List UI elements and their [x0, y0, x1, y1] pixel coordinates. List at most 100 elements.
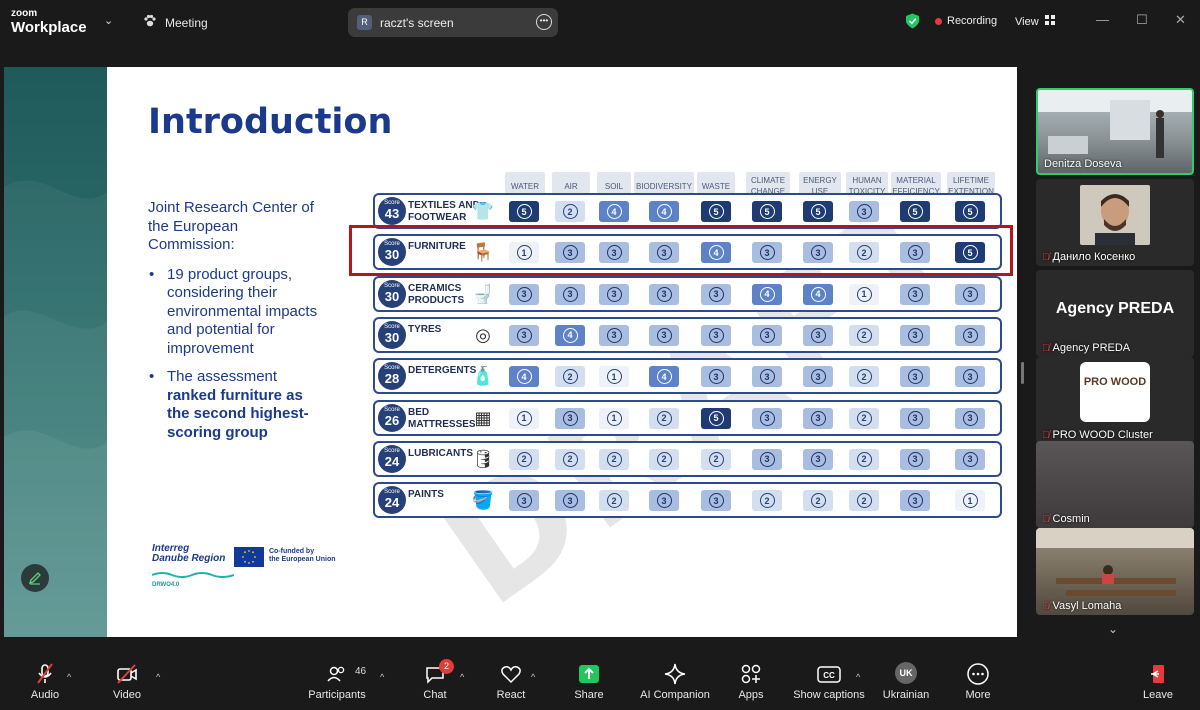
impact-score-cell: 3: [803, 242, 833, 264]
impact-score-cell: 3: [649, 242, 679, 264]
annotate-pen-button[interactable]: [21, 564, 49, 592]
chat-button[interactable]: 2 Chat: [420, 659, 454, 701]
audio-options-chevron[interactable]: ^: [67, 672, 72, 682]
impact-score-value: 3: [562, 493, 578, 509]
mic-muted-icon: 🎙̸: [1042, 251, 1050, 263]
drwo-logo: DRWO4.0: [152, 582, 180, 588]
more-options-icon[interactable]: •••: [536, 14, 552, 30]
impact-score-value: 4: [810, 286, 826, 302]
impact-score-value: 3: [907, 369, 923, 385]
impact-score-cell: 4: [599, 201, 629, 222]
screen-share-indicator[interactable]: R raczt's screen •••: [348, 8, 558, 37]
impact-score-value: 3: [606, 327, 622, 343]
impact-score-cell: 3: [803, 448, 833, 470]
cofunded-text: Co-funded by the European Union: [269, 548, 336, 563]
impact-score-cell: 4: [701, 242, 731, 264]
impact-score-value: 5: [759, 204, 775, 219]
impact-score-cell: 4: [752, 283, 782, 305]
impact-score-value: 3: [759, 245, 775, 261]
chat-unread-badge: 2: [439, 659, 454, 674]
impact-score-cell: 3: [509, 490, 539, 512]
language-button[interactable]: UK Ukrainian: [880, 662, 932, 701]
shield-icon[interactable]: [905, 13, 920, 34]
impact-score-cell: 3: [555, 490, 585, 512]
participant-tile[interactable]: Denitza Doseva: [1036, 88, 1194, 175]
record-dot-icon: [935, 17, 942, 25]
slide-decor-band: [4, 67, 107, 637]
impact-score-cell: 2: [509, 448, 539, 470]
captions-options-chevron[interactable]: ^: [856, 672, 861, 682]
participant-tile[interactable]: 🎙̸ Данило Косенко: [1036, 179, 1194, 266]
impact-score-cell: 3: [752, 324, 782, 346]
impact-score-cell: 5: [955, 201, 985, 222]
ai-companion-button[interactable]: AI Companion: [639, 662, 711, 701]
participant-tile[interactable]: Agency PREDA 🎙̸ Agency PREDA: [1036, 270, 1194, 357]
impact-score-value: 3: [962, 327, 978, 343]
product-name: LUBRICANTS: [408, 447, 473, 459]
impact-score-value: 4: [708, 245, 724, 261]
maximize-icon[interactable]: ☐: [1136, 12, 1148, 27]
view-button[interactable]: View: [1015, 15, 1055, 28]
impact-score-cell: 3: [555, 283, 585, 305]
impact-score-value: 3: [656, 327, 672, 343]
participants-options-chevron[interactable]: ^: [380, 672, 385, 682]
leave-button[interactable]: Leave: [1141, 662, 1175, 701]
chat-options-chevron[interactable]: ^: [460, 672, 465, 682]
apps-button[interactable]: Apps: [737, 662, 765, 701]
partner-logos: Interreg Danube Region Co-funded by the …: [152, 543, 336, 588]
audio-button[interactable]: Audio: [28, 662, 62, 701]
impact-score-value: 2: [562, 451, 578, 467]
grid-view-icon: [1044, 15, 1055, 28]
chevron-down-icon[interactable]: ⌄: [104, 15, 114, 27]
score-badge: Score 30: [378, 279, 406, 308]
participants-button[interactable]: 46 Participants: [307, 662, 367, 701]
impact-score-value: 3: [810, 369, 826, 385]
bullet-assessment: The assessment ranked furniture as the s…: [148, 368, 318, 442]
prowood-logo: PRO WOOD: [1080, 362, 1150, 422]
impact-score-cell: 3: [955, 366, 985, 388]
more-icon: [962, 662, 994, 686]
interreg-logo: Interreg Danube Region: [152, 543, 226, 564]
product-row: Score 24 PAINTS 🪣 3 3 2 3 3 2 2 2 3 1: [373, 482, 1002, 519]
meeting-controls-bar: Audio ^ Video ^ 46 Participants ^ 2 Chat…: [0, 654, 1200, 710]
impact-score-cell: 3: [701, 283, 731, 305]
score-badge: Score 30: [378, 238, 406, 267]
score-badge: Score 26: [378, 403, 406, 432]
impact-score-cell: 5: [509, 201, 539, 222]
more-button[interactable]: More: [962, 662, 994, 701]
recording-indicator[interactable]: Recording: [935, 15, 997, 27]
impact-score-cell: 2: [555, 201, 585, 222]
impact-score-cell: 2: [555, 448, 585, 470]
impact-score-value: 3: [606, 245, 622, 261]
meeting-info-button[interactable]: Meeting: [143, 14, 208, 31]
impact-score-cell: 3: [555, 407, 585, 429]
bullet-product-groups: 19 product groups, considering their env…: [148, 266, 318, 359]
participant-tile[interactable]: 🎙̸ Cosmin: [1036, 441, 1194, 528]
impact-score-cell: 4: [649, 366, 679, 388]
close-icon[interactable]: ✕: [1175, 12, 1186, 27]
chevron-down-icon[interactable]: ⌄: [1108, 622, 1119, 636]
participants-icon: 46: [325, 662, 366, 686]
impact-score-value: 3: [962, 286, 978, 302]
participant-tile[interactable]: PRO WOOD 🎙̸ PRO WOOD Cluster: [1036, 357, 1194, 444]
impact-score-value: 3: [562, 410, 578, 426]
video-button[interactable]: Video: [110, 662, 144, 701]
participant-tile[interactable]: 🎙̸ Vasyl Lomaha: [1036, 528, 1194, 615]
mic-muted-icon: 🎙̸: [1042, 513, 1050, 525]
impact-score-cell: 1: [849, 283, 879, 305]
top-bar: zoom Workplace ⌄ Meeting R raczt's scree…: [0, 0, 1200, 44]
react-button[interactable]: React: [494, 662, 528, 701]
show-captions-button[interactable]: CC Show captions: [792, 662, 866, 701]
room-video-icon: [1038, 90, 1192, 158]
impact-score-value: 1: [856, 286, 872, 302]
video-options-chevron[interactable]: ^: [156, 672, 161, 682]
impact-score-cell: 3: [701, 490, 731, 512]
impact-score-cell: 2: [649, 407, 679, 429]
minimize-icon[interactable]: —: [1096, 12, 1109, 27]
impact-score-value: 2: [856, 410, 872, 426]
panel-resize-handle[interactable]: [1021, 362, 1024, 384]
impact-score-cell: 1: [955, 490, 985, 512]
share-button[interactable]: Share: [573, 662, 605, 701]
impact-score-cell: 5: [701, 407, 731, 429]
react-options-chevron[interactable]: ^: [531, 672, 536, 682]
